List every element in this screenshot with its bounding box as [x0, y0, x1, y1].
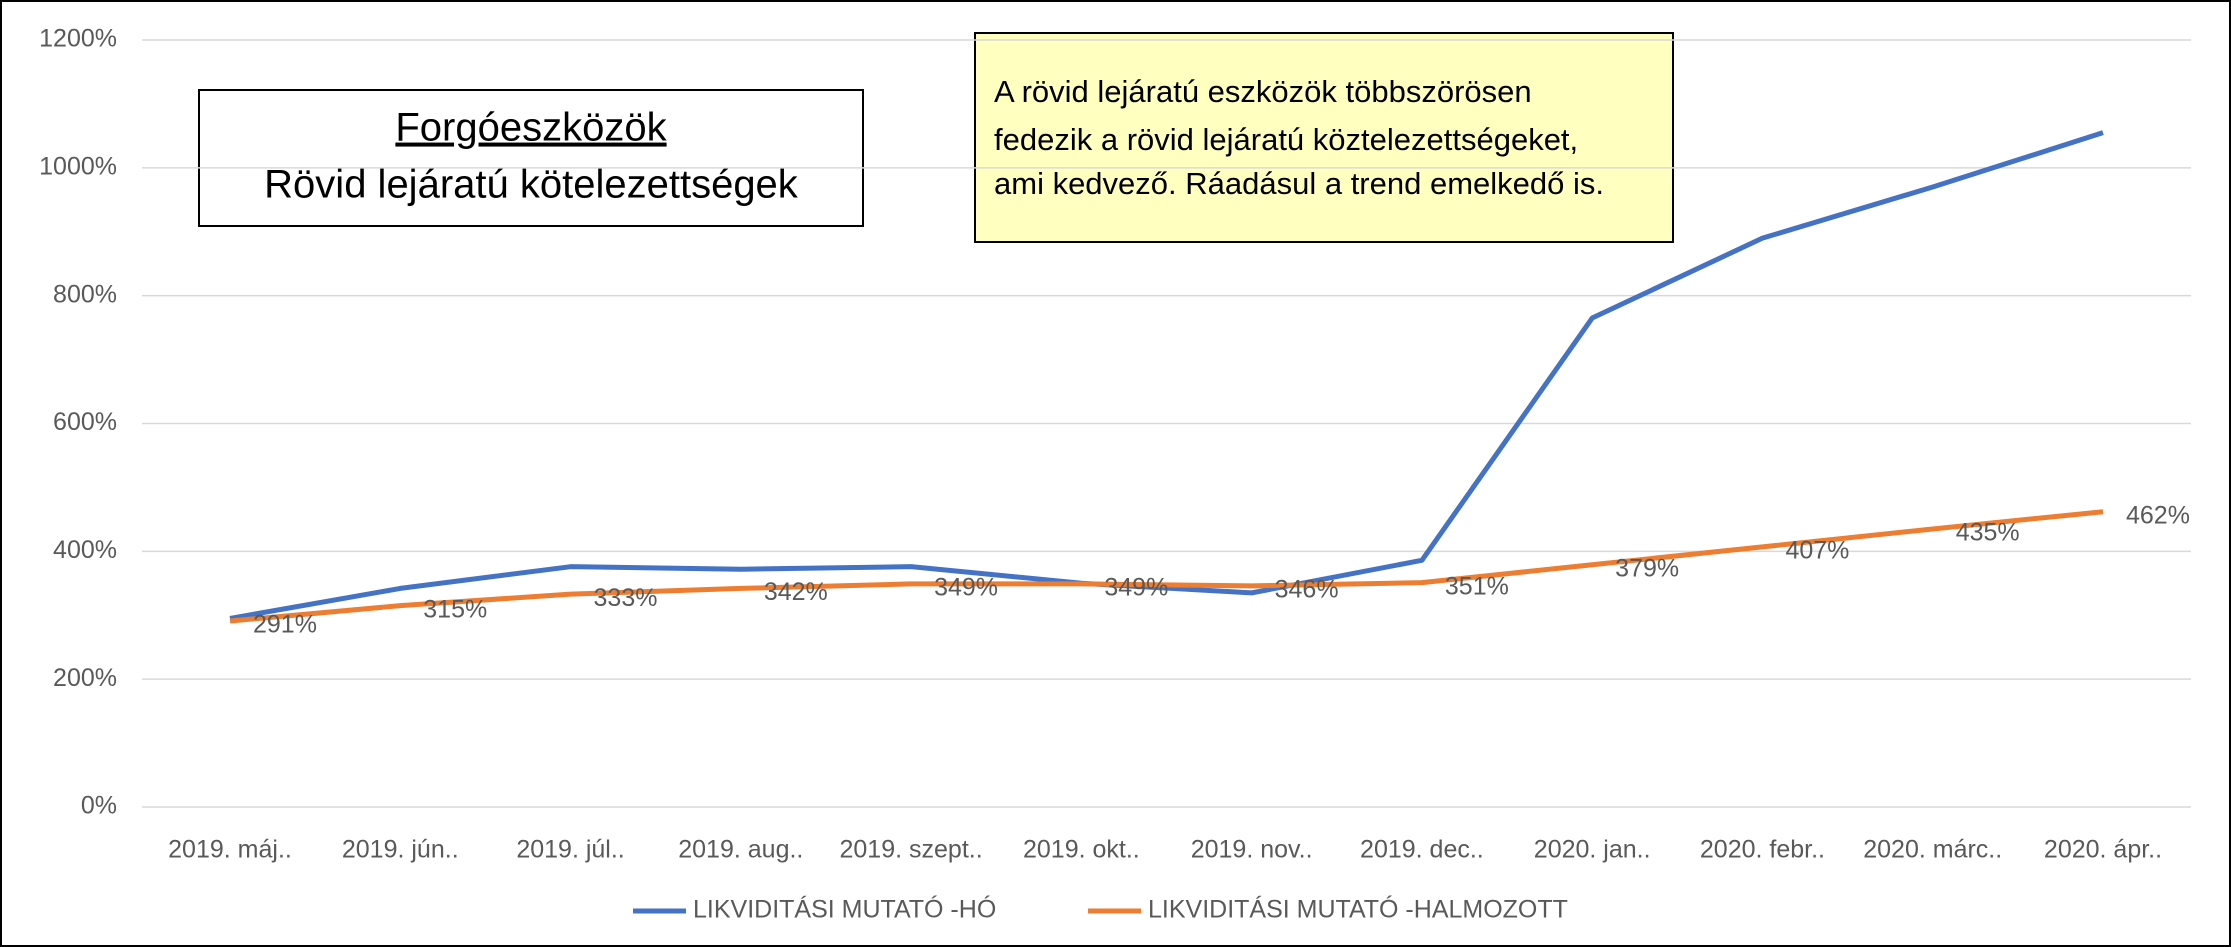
x-tick-label: 2019. dec..	[1360, 836, 1484, 864]
data-label: 407%	[1785, 536, 1849, 564]
y-tick-label: 1200%	[39, 25, 117, 53]
x-tick-label: 2019. máj..	[168, 836, 292, 864]
legend-label: LIKVIDITÁSI MUTATÓ -HALMOZOTT	[1148, 895, 1568, 924]
y-tick-label: 600%	[53, 408, 117, 436]
legend-label: LIKVIDITÁSI MUTATÓ -HÓ	[693, 895, 996, 924]
data-label: 291%	[253, 611, 317, 639]
x-tick-label: 2019. okt..	[1023, 836, 1140, 864]
data-label: 342%	[764, 578, 828, 606]
note-line: fedezik a rövid lejáratú köztelezettsége…	[994, 122, 1578, 157]
annotation: Forgóeszközök	[395, 106, 667, 150]
series-line	[229, 130, 2104, 621]
note-box	[974, 32, 1674, 243]
x-tick-label: 2019. júl..	[516, 836, 624, 864]
data-label: 379%	[1615, 554, 1679, 582]
x-tick-label: 2019. szept..	[840, 836, 983, 864]
data-label: 349%	[934, 574, 998, 602]
data-label: 333%	[594, 584, 658, 612]
note-line: A rövid lejáratú eszközök többszörösen	[994, 74, 1532, 109]
title-box	[198, 89, 864, 227]
x-tick-label: 2019. aug..	[678, 836, 803, 864]
series-line	[229, 509, 2104, 624]
x-tick-label: 2019. nov..	[1191, 836, 1313, 864]
data-label: 315%	[423, 595, 487, 623]
y-tick-label: 200%	[53, 664, 117, 692]
data-label: 462%	[2126, 501, 2190, 529]
annotation: Rövid lejáratú kötelezettségek	[264, 163, 799, 207]
x-tick-label: 2020. febr..	[1700, 836, 1825, 864]
note-line: ami kedvező. Ráadásul a trend emelkedő i…	[994, 166, 1604, 201]
data-label: 346%	[1275, 575, 1339, 603]
x-tick-label: 2020. ápr..	[2044, 836, 2162, 864]
x-tick-label: 2020. jan..	[1534, 836, 1651, 864]
y-tick-label: 400%	[53, 536, 117, 564]
x-tick-label: 2019. jún..	[342, 836, 459, 864]
y-tick-label: 0%	[81, 792, 117, 820]
data-label: 435%	[1956, 519, 2020, 547]
x-tick-label: 2020. márc..	[1863, 836, 2002, 864]
data-label: 351%	[1445, 572, 1509, 600]
data-label: 349%	[1104, 574, 1168, 602]
y-tick-label: 1000%	[39, 152, 117, 180]
y-tick-label: 800%	[53, 280, 117, 308]
